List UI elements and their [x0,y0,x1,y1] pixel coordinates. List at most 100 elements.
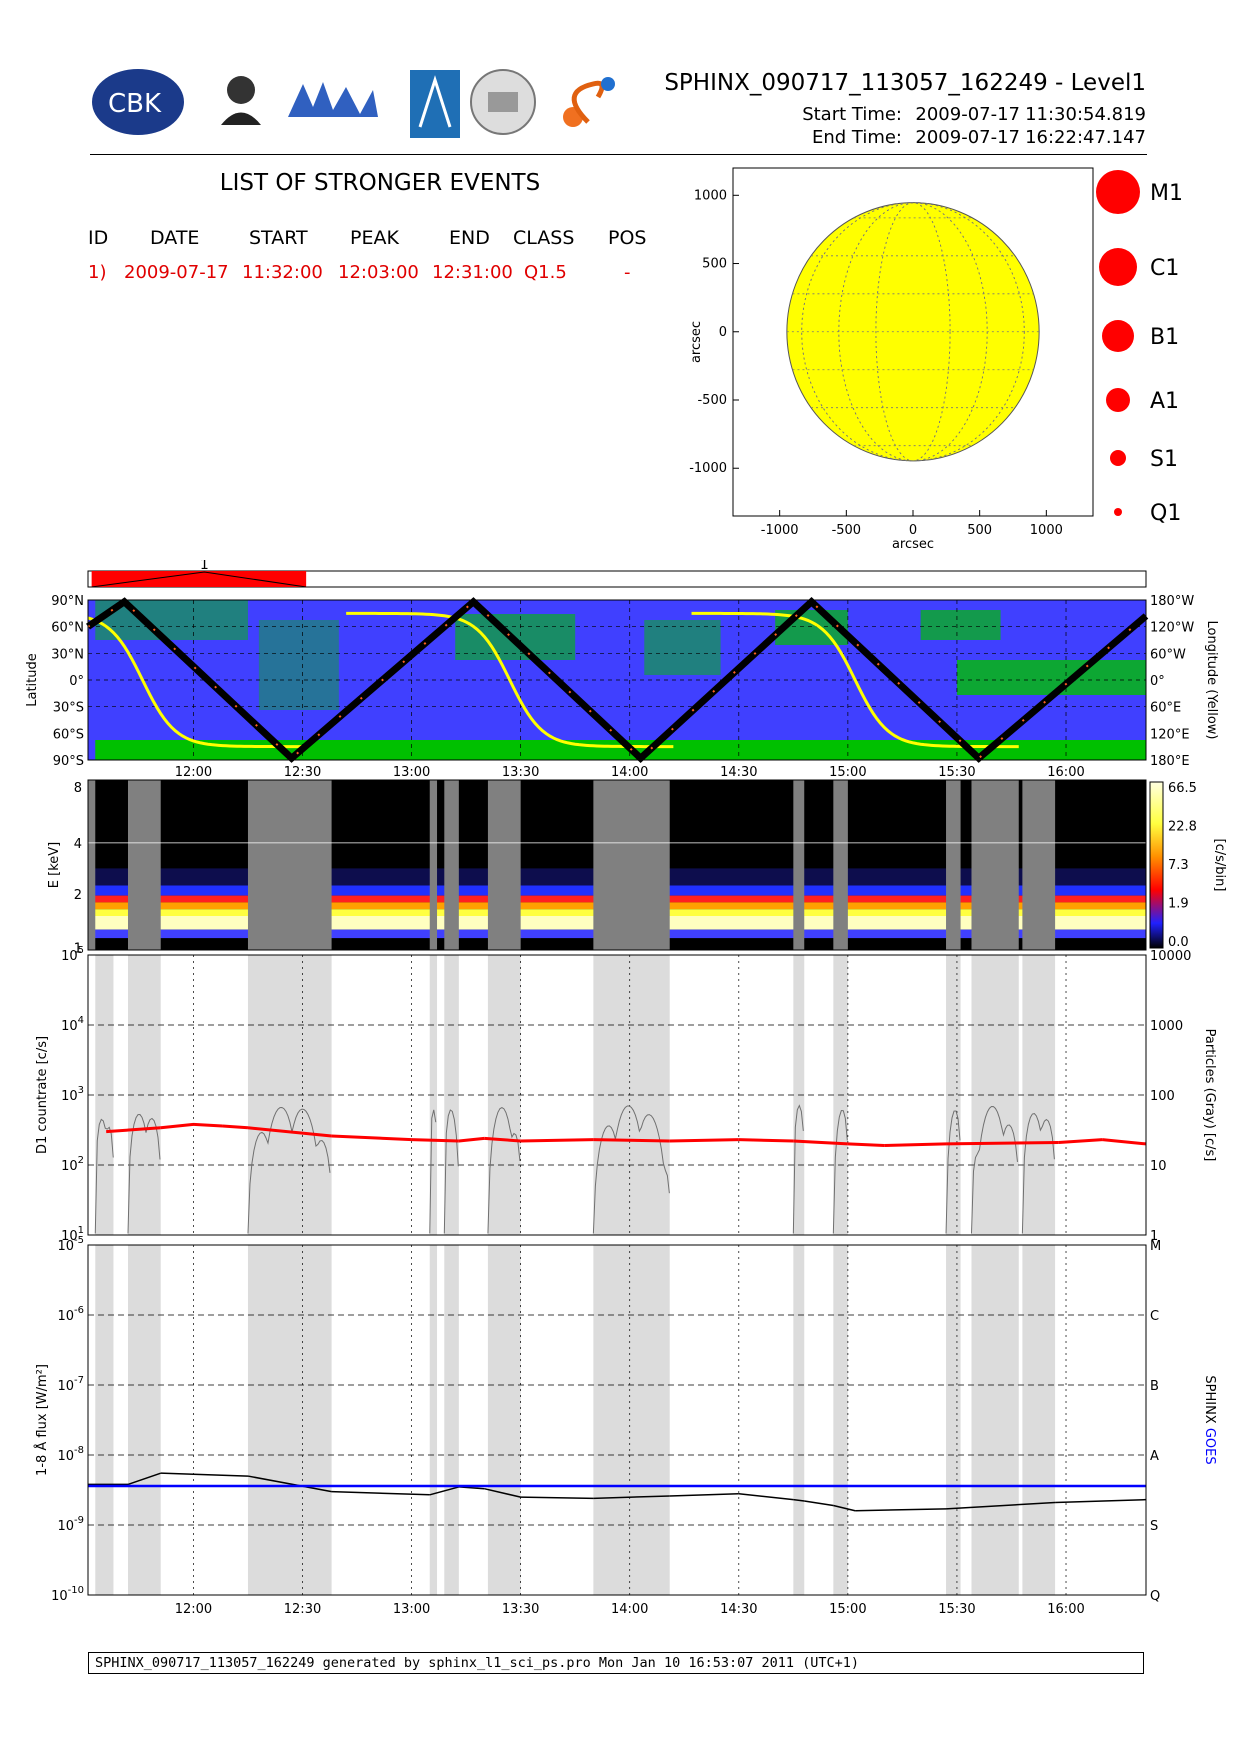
latitude-track [86,597,1149,763]
y-tick-label: 500 [702,257,727,272]
longitude-track [346,611,674,749]
logos-strip: CBK [92,69,615,138]
d1-countrate-segment [331,1134,412,1142]
orbit-y2label: Longitude (Yellow) [1204,621,1219,740]
latitude-tick-label: 0° [69,674,84,689]
x-axis-title: arcsec [892,537,934,552]
orbit-ylabel: Latitude [25,653,40,707]
particle-countrate [592,1105,670,1234]
timeseries-panels: 1 90°N 60°N 30°N 0° 30°S 60°S 90°S 180°W 120°W 60°… [25,560,1227,1617]
colorbar-tick-label: 22.8 [1168,820,1197,835]
flux-ylabel: 1-8 Å flux [W/m²] [34,1364,50,1476]
cbk-logo-text: CBK [108,89,162,119]
particle-countrate [127,1114,161,1234]
orbit-x-tick-label: 13:00 [393,765,430,780]
flux-x-tick-label: 15:30 [938,1602,975,1617]
col-peak: PEAK [350,227,399,249]
y-tick-label: 1000 [694,188,727,203]
goes-class-label: S [1150,1519,1158,1534]
particle-countrate [832,1110,848,1234]
flux-tick-label: 10-5 [57,1235,84,1254]
particle-countrate [945,1110,961,1234]
flux-gap-band [127,1245,161,1595]
countrate-tick-label: 105 [61,945,84,964]
event-id: 1) [88,262,107,283]
d1-countrate-segment [1058,1138,1103,1144]
countrate-tick-label: 103 [61,1085,84,1104]
particle-countrate [429,1109,437,1234]
spectrogram-gap [429,780,438,950]
col-class: CLASS [513,227,575,249]
s-logo [563,77,615,127]
longitude-tick-label: 60°W [1150,647,1186,662]
particle-countrate [1021,1113,1055,1234]
x-tick-label: 0 [909,523,917,538]
orbit-x-tick-label: 12:00 [175,765,212,780]
orbit-x-tick-label: 14:30 [720,765,757,780]
page-title: SPHINX_090717_113057_162249 - Level1 [664,70,1146,96]
energy-tick-label: 1 [74,941,82,956]
d1-countrate-segment [669,1138,739,1143]
particle-countrate [792,1104,804,1234]
particles-tick-label: 1000 [1150,1019,1183,1034]
y-tick-label: -500 [697,393,727,408]
legend-marker-m1 [1096,170,1140,214]
orbit-x-tick-label: 15:30 [938,765,975,780]
sphinx-flux-segment [520,1496,594,1500]
latitude-tick-label: 30°S [53,701,84,716]
sphinx-flux-segment [127,1472,161,1486]
legend-label-m1: M1 [1150,181,1183,206]
d1-countrate-segment [484,1136,521,1143]
flux-x-tick-label: 13:00 [393,1602,430,1617]
flux-gap-band [971,1245,1019,1595]
spectrogram-ylabel: E [keV] [47,842,62,888]
d1-countrate-segment [946,1140,1059,1146]
energy-tick-label: 8 [74,781,82,796]
longitude-tick-label: 180°W [1150,594,1194,609]
y-axis-title: arcsec [689,321,704,363]
d1-countrate-segment [160,1122,194,1130]
sphinx-flux-segment [738,1492,794,1501]
col-start: START [249,227,308,249]
d1-countrate-segment [847,1142,885,1147]
goes-class-label: Q [1150,1589,1160,1604]
d1-countrate-segment [222,1124,249,1130]
col-id: ID [88,227,109,249]
y-tick-label: 0 [719,325,727,340]
particle-countrate [487,1106,521,1234]
longitude-gridline [838,202,988,462]
header-rule [90,154,1147,155]
longitude-tick-label: 180°E [1150,754,1190,769]
event-pos: - [624,262,631,283]
particle-countrate [247,1106,331,1234]
flux-tick-label: 10-10 [51,1585,84,1604]
flux-gap-band [95,1245,114,1595]
flux-tick-label: 10-9 [57,1515,84,1534]
event-date: 2009-07-17 [124,262,229,283]
orbit-x-tick-label: 13:30 [502,765,539,780]
countrate-tick-label: 101 [61,1225,84,1244]
countrate-tick-label: 104 [61,1015,84,1034]
flux-x-tick-label: 12:30 [284,1602,321,1617]
colorbar-tick-label: 1.9 [1168,897,1189,912]
goes-class-label: A [1150,1449,1159,1464]
d1-countrate-segment [593,1138,670,1143]
legend-marker-q1 [1114,508,1122,516]
countrate-tick-label: 102 [61,1155,84,1174]
end-time: 16:22:47.147 [1025,127,1146,148]
d1-countrate-segment [458,1136,485,1143]
footer: SPHINX_090717_113057_162249 generated by… [88,1652,1144,1674]
flux-x-tick-label: 13:30 [502,1602,539,1617]
countrate-ylabel: D1 countrate [c/s] [35,1036,50,1154]
goes-class-label: B [1150,1379,1159,1394]
sphinx-flux-segment [429,1486,460,1496]
flux-tick-label: 10-8 [57,1445,84,1464]
class-size-legend: M1 C1 B1 A1 S1 Q1 [1096,170,1183,526]
d1-countrate-segment [411,1138,459,1143]
flux-tick-label: 10-7 [57,1375,84,1394]
start-time: 11:30:54.819 [1025,104,1146,125]
legend-label-a1: A1 [1150,389,1179,414]
countrate-frame [87,954,1147,1236]
d1-countrate-segment [247,1126,332,1138]
event-bar-label: 1 [200,560,209,573]
